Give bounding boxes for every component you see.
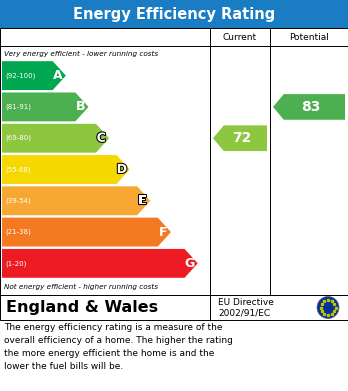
Bar xyxy=(0,28,348,295)
Polygon shape xyxy=(2,93,88,121)
Text: 72: 72 xyxy=(232,131,252,145)
Bar xyxy=(0,0,348,28)
Circle shape xyxy=(317,296,339,319)
Polygon shape xyxy=(2,249,198,278)
Polygon shape xyxy=(273,94,345,120)
Text: E: E xyxy=(138,194,147,207)
Text: Very energy efficient - lower running costs: Very energy efficient - lower running co… xyxy=(4,51,158,57)
Text: (69-80): (69-80) xyxy=(5,135,31,142)
Bar xyxy=(0,295,348,320)
Polygon shape xyxy=(2,155,130,184)
Text: 83: 83 xyxy=(301,100,321,114)
Text: Not energy efficient - higher running costs: Not energy efficient - higher running co… xyxy=(4,284,158,290)
Text: Potential: Potential xyxy=(289,32,329,41)
Polygon shape xyxy=(2,61,66,90)
Text: C: C xyxy=(97,132,106,145)
Text: (39-54): (39-54) xyxy=(5,197,31,204)
Text: (81-91): (81-91) xyxy=(5,104,31,110)
Text: F: F xyxy=(159,226,167,239)
Text: England & Wales: England & Wales xyxy=(6,300,158,315)
Text: D: D xyxy=(117,163,127,176)
Polygon shape xyxy=(213,126,267,151)
Polygon shape xyxy=(2,187,150,215)
Text: B: B xyxy=(76,100,85,113)
Text: EU Directive
2002/91/EC: EU Directive 2002/91/EC xyxy=(218,298,274,317)
Polygon shape xyxy=(2,218,171,246)
Polygon shape xyxy=(2,124,109,152)
Text: The energy efficiency rating is a measure of the
overall efficiency of a home. T: The energy efficiency rating is a measur… xyxy=(4,323,233,371)
Text: (55-68): (55-68) xyxy=(5,166,31,173)
Text: Current: Current xyxy=(223,32,257,41)
Text: (92-100): (92-100) xyxy=(5,72,35,79)
Text: (1-20): (1-20) xyxy=(5,260,26,267)
Text: Energy Efficiency Rating: Energy Efficiency Rating xyxy=(73,7,275,22)
Text: (21-38): (21-38) xyxy=(5,229,31,235)
Text: A: A xyxy=(53,69,63,82)
Text: G: G xyxy=(185,257,195,270)
